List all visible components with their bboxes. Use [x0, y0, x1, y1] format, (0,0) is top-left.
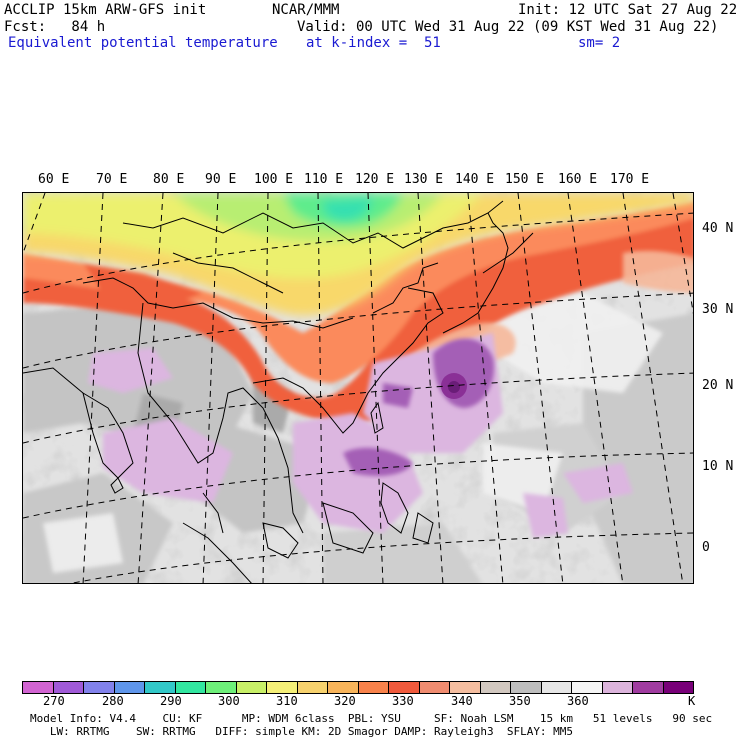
color-bar-label: 330: [392, 694, 414, 708]
lon-label-170e: 170 E: [610, 172, 650, 187]
theta-e-map: [22, 192, 694, 584]
lat-label-40n: 40 N: [702, 221, 734, 236]
lat-label-10n: 10 N: [702, 459, 734, 474]
color-bar-swatch: [267, 682, 298, 693]
lon-label-60e: 60 E: [38, 172, 70, 187]
color-bar-label: 310: [276, 694, 298, 708]
lat-label-30n: 30 N: [702, 302, 734, 317]
color-bar-label: 290: [160, 694, 182, 708]
color-bar-label: 270: [43, 694, 65, 708]
color-bar-swatch: [419, 682, 450, 693]
field-name: Equivalent potential temperature: [8, 35, 278, 51]
map-canvas: [23, 193, 693, 583]
init-time: Init: 12 UTC Sat 27 Aug 22: [518, 2, 738, 18]
lon-label-160e: 160 E: [558, 172, 598, 187]
color-bar-label: 300: [218, 694, 240, 708]
lon-label-70e: 70 E: [96, 172, 128, 187]
color-bar-swatch: [541, 682, 572, 693]
color-bar-label: K: [688, 694, 696, 708]
color-bar-swatch: [389, 682, 420, 693]
color-bar-swatch: [236, 682, 267, 693]
color-bar-swatch: [633, 682, 664, 693]
k-index: at k-index = 51: [306, 35, 441, 51]
color-bar-label: 350: [509, 694, 531, 708]
smoothing: sm= 2: [578, 35, 621, 51]
lon-label-140e: 140 E: [455, 172, 495, 187]
lat-label-0: 0: [702, 540, 710, 555]
color-bar-swatch: [480, 682, 511, 693]
color-bar-swatch: [572, 682, 603, 693]
color-bar-swatch: [84, 682, 115, 693]
color-bar-label: 340: [451, 694, 473, 708]
color-bar-swatch: [297, 682, 328, 693]
lon-label-120e: 120 E: [355, 172, 395, 187]
color-bar-swatch: [23, 682, 54, 693]
model-info-line-2: LW: RRTMG SW: RRTMG DIFF: simple KM: 2D …: [30, 725, 574, 738]
institution: NCAR/MMM: [272, 2, 340, 18]
color-bar-label: 360: [567, 694, 589, 708]
lon-label-90e: 90 E: [205, 172, 237, 187]
color-bar-label: 320: [334, 694, 356, 708]
color-bar-swatch: [511, 682, 542, 693]
model-title: ACCLIP 15km ARW-GFS init: [4, 2, 207, 18]
graticule: [23, 193, 693, 583]
color-bar-swatch: [358, 682, 389, 693]
white-regions: [43, 293, 663, 573]
color-bar-swatch: [663, 682, 693, 693]
color-bar-swatch: [145, 682, 176, 693]
lat-label-20n: 20 N: [702, 378, 734, 393]
color-bar-swatch: [450, 682, 481, 693]
color-bar-swatch: [175, 682, 206, 693]
color-bar-swatch: [206, 682, 237, 693]
color-bar-swatch: [328, 682, 359, 693]
lon-label-110e: 110 E: [304, 172, 344, 187]
color-bar-swatch: [53, 682, 84, 693]
forecast-hour: Fcst: 84 h: [4, 19, 106, 35]
valid-time: Valid: 00 UTC Wed 31 Aug 22 (09 KST Wed …: [297, 19, 719, 35]
color-bar-label: 280: [102, 694, 124, 708]
warm-band: [23, 201, 693, 423]
lon-label-80e: 80 E: [153, 172, 185, 187]
cool-north: [23, 193, 693, 316]
model-info-line-1: Model Info: V4.4 CU: KF MP: WDM 6class P…: [30, 712, 713, 725]
color-bar-swatch: [602, 682, 633, 693]
lon-label-130e: 130 E: [404, 172, 444, 187]
lon-label-100e: 100 E: [254, 172, 294, 187]
color-bar: [22, 681, 694, 694]
lon-label-150e: 150 E: [505, 172, 545, 187]
color-bar-swatch: [114, 682, 145, 693]
